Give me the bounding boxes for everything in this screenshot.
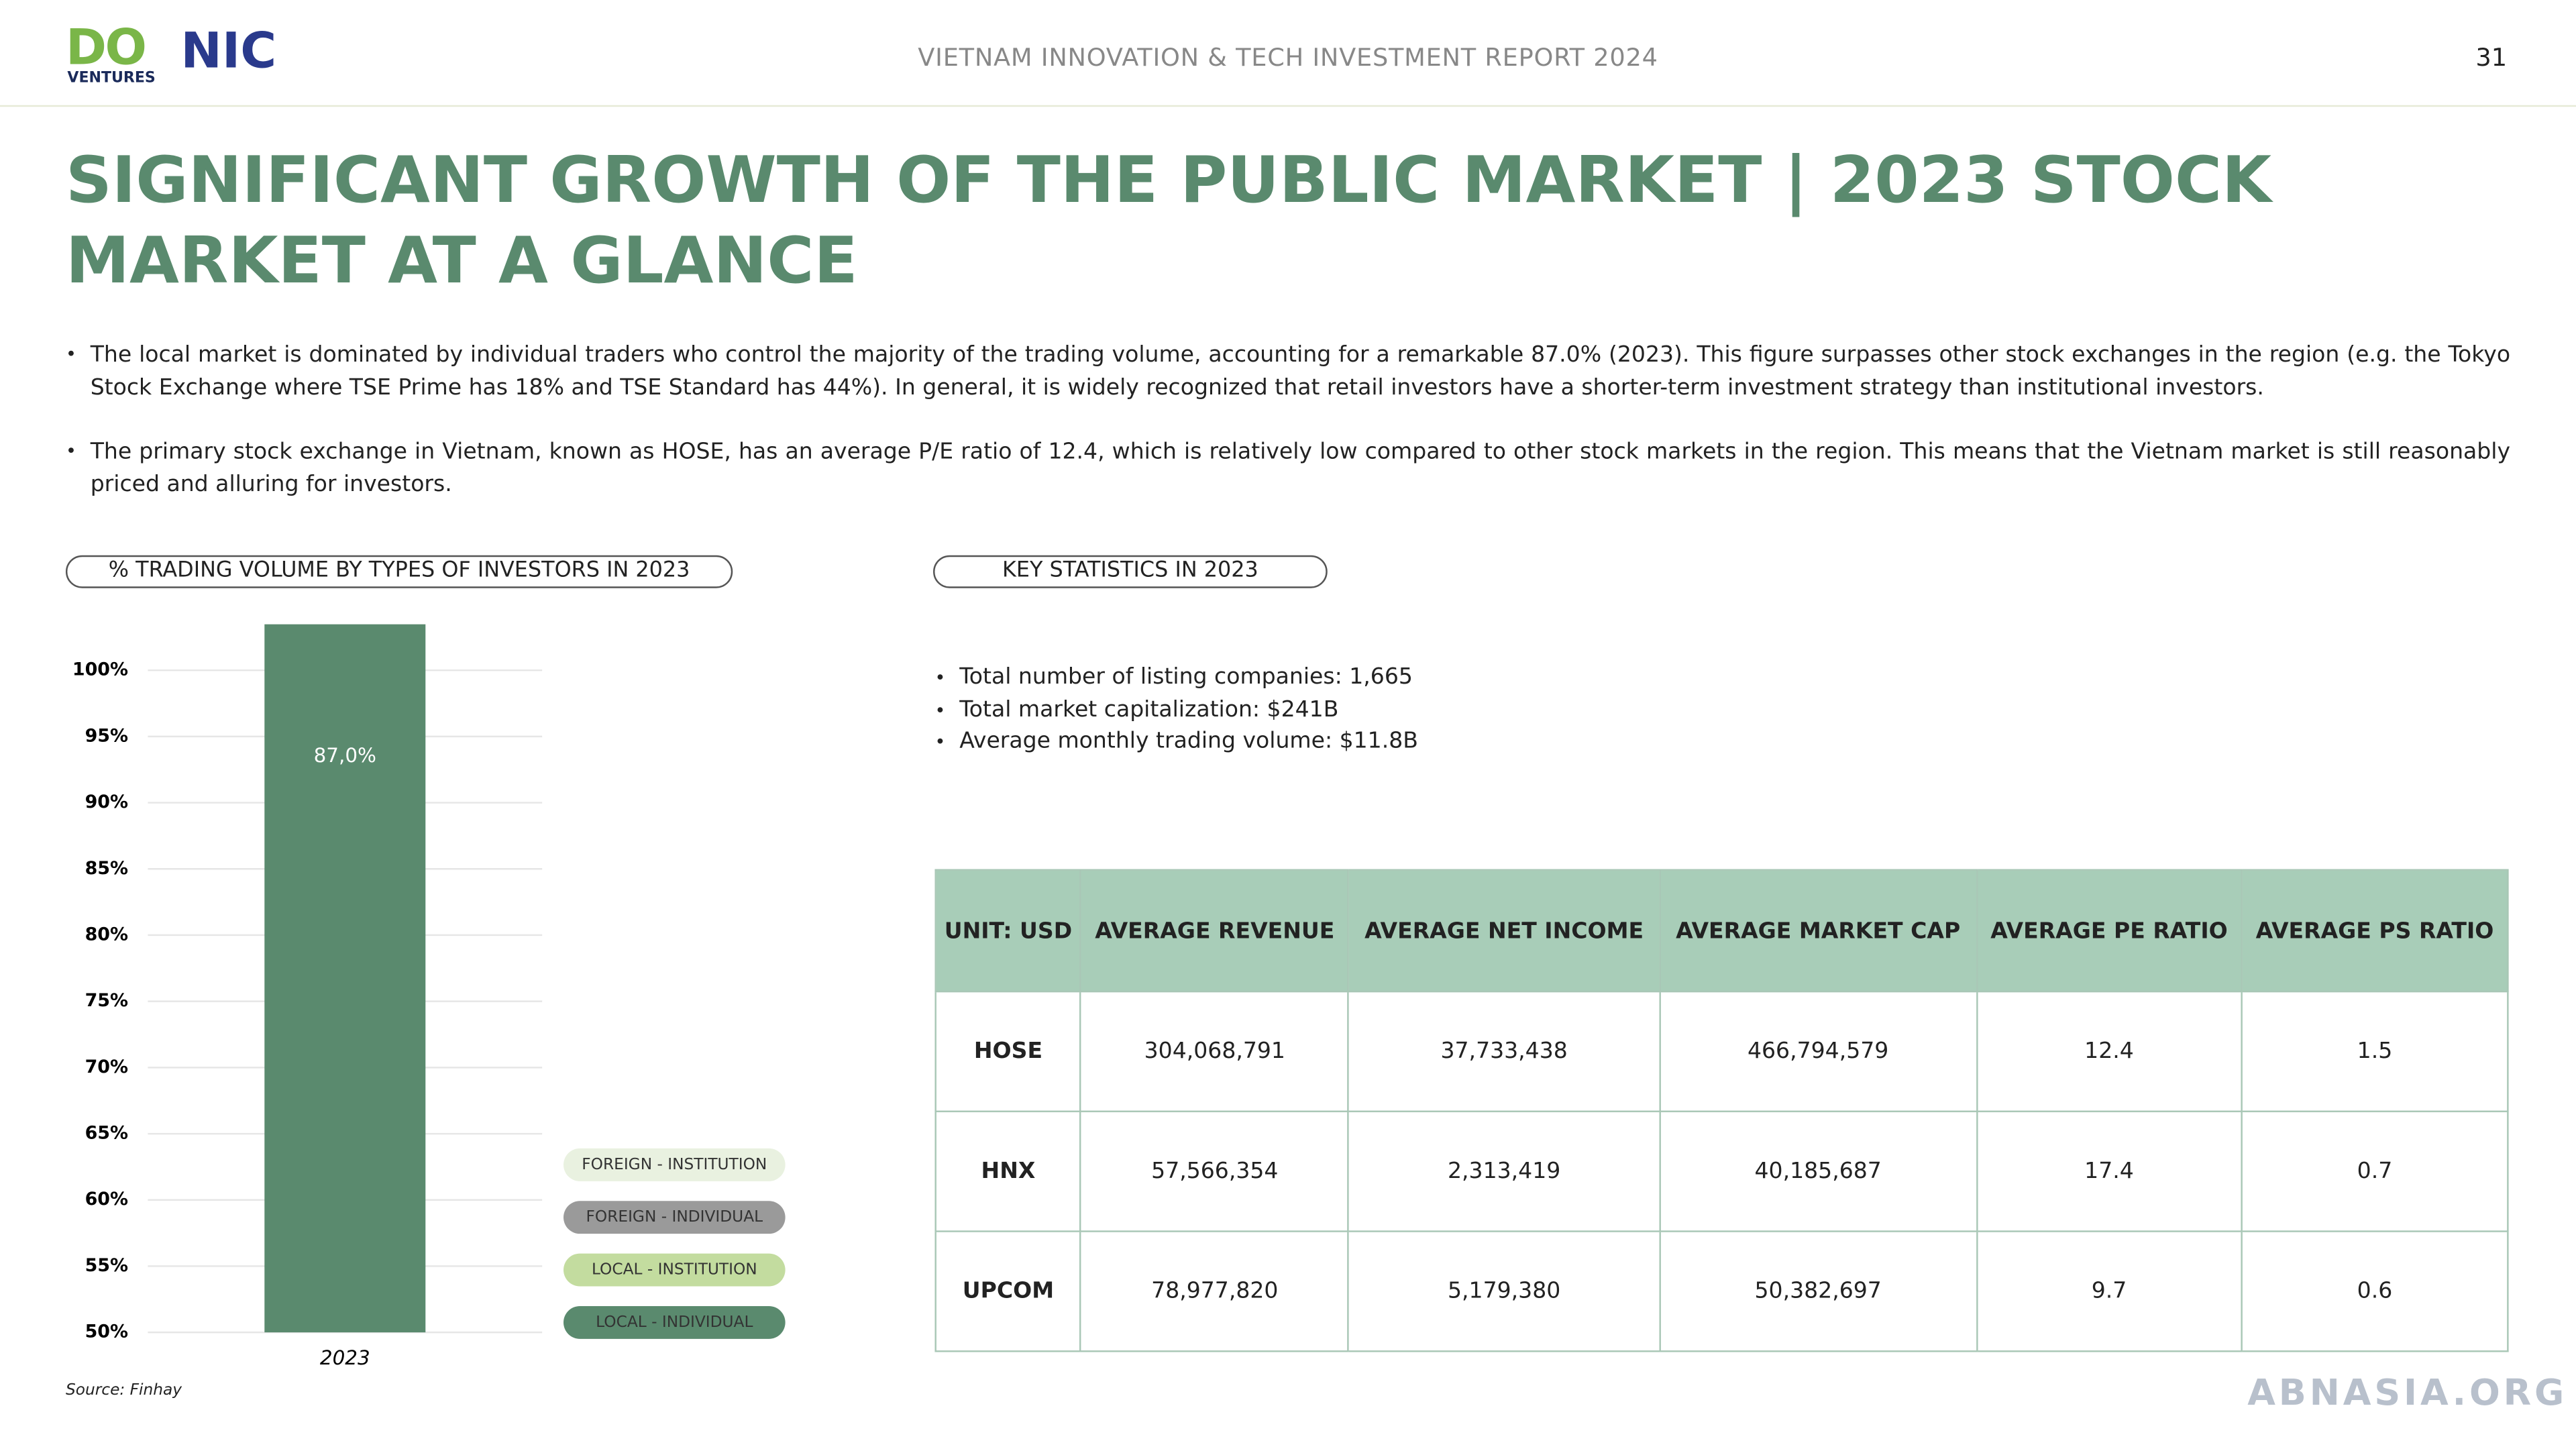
stat-item: Total market capitalization: $241B xyxy=(934,694,1417,727)
table-row: HOSE 304,068,791 37,733,438 466,794,579 12.4… xyxy=(934,990,2509,1112)
y-tick-label: 95% xyxy=(85,725,128,746)
y-tick-label: 65% xyxy=(85,1123,128,1144)
watermark: ABNASIA.ORG xyxy=(2247,1373,2568,1415)
page-title: SIGNIFICANT GROWTH OF THE PUBLIC MARKET … xyxy=(65,144,2272,299)
y-tick-label: 90% xyxy=(85,792,128,812)
cell: 5,179,380 xyxy=(1348,1230,1661,1352)
stat-item: Total number of listing companies: 1,665 xyxy=(934,662,1417,694)
y-tick-label: 85% xyxy=(85,858,128,879)
cell: 78,977,820 xyxy=(1080,1230,1350,1352)
chart-title: % TRADING VOLUME BY TYPES OF INVESTORS I… xyxy=(65,555,733,588)
bullet: The primary stock exchange in Vietnam, k… xyxy=(66,435,2510,501)
page-number: 31 xyxy=(2475,42,2508,72)
cell: 0.6 xyxy=(2241,1230,2509,1352)
y-tick-label: 75% xyxy=(85,990,128,1011)
x-tick-label: 2023 xyxy=(320,1346,370,1369)
cell: 57,566,354 xyxy=(1080,1110,1350,1232)
legend-label: FOREIGN - INDIVIDUAL xyxy=(586,1208,763,1226)
bullet-list: The local market is dominated by individ… xyxy=(66,338,2510,532)
y-tick-label: 100% xyxy=(72,659,128,680)
legend-label: LOCAL - INSTITUTION xyxy=(592,1260,757,1279)
chart: 50%55%60%65%70%75%80%85%90%95%100%87,0%6… xyxy=(72,624,786,1369)
header-row: UNIT: USD AVERAGE REVENUE AVERAGE NET INCO… xyxy=(934,869,2509,993)
legend-label: FOREIGN - INSTITUTION xyxy=(582,1155,767,1173)
row-header: HNX xyxy=(934,1110,1082,1232)
column-header: AVERAGE NET INCOME xyxy=(1348,869,1661,993)
cell: 50,382,697 xyxy=(1658,1230,1978,1352)
cell: 466,794,579 xyxy=(1658,990,1978,1112)
bar-segment xyxy=(264,624,426,1333)
legend-label: LOCAL - INDIVIDUAL xyxy=(596,1313,753,1331)
cell: 17.4 xyxy=(1976,1110,2243,1232)
stats-list: Total number of listing companies: 1,665… xyxy=(934,662,1417,759)
cell: 2,313,419 xyxy=(1348,1110,1661,1232)
cell: 0.7 xyxy=(2241,1110,2509,1232)
logo-sub: VENTURES xyxy=(67,70,156,87)
column-header: AVERAGE REVENUE xyxy=(1080,869,1350,993)
column-header: AVERAGE PE RATIO xyxy=(1976,869,2243,993)
table-row: UPCOM 78,977,820 5,179,380 50,382,697 9.7 0.6 xyxy=(934,1230,2509,1352)
cell: 1.5 xyxy=(2241,990,2509,1112)
stats-table: UNIT: USD AVERAGE REVENUE AVERAGE NET INCO… xyxy=(934,869,2509,1352)
legend-swatch xyxy=(564,1148,786,1181)
column-header: AVERAGE PS RATIO xyxy=(2241,869,2509,993)
cell: 40,185,687 xyxy=(1658,1110,1978,1232)
y-tick-label: 60% xyxy=(85,1189,128,1210)
bullet: The local market is dominated by individ… xyxy=(66,338,2510,404)
report-title: VIETNAM INNOVATION & TECH INVESTMENT REP… xyxy=(918,42,1658,72)
cell: 304,068,791 xyxy=(1080,990,1350,1112)
table-row: HNX 57,566,354 2,313,419 40,185,687 17.4 0.7 xyxy=(934,1110,2509,1232)
partner-logo: NIC xyxy=(180,23,277,81)
y-tick-label: 80% xyxy=(85,924,128,945)
y-tick-label: 70% xyxy=(85,1057,128,1077)
legend-swatch xyxy=(564,1253,786,1287)
cell: 12.4 xyxy=(1976,990,2243,1112)
row-header: UPCOM xyxy=(934,1230,1082,1352)
row-header: HOSE xyxy=(934,990,1082,1112)
legend-swatch xyxy=(564,1305,786,1339)
y-tick-label: 50% xyxy=(85,1322,128,1342)
value-label: 87,0% xyxy=(314,744,376,767)
stats-title: KEY STATISTICS IN 2023 xyxy=(933,555,1328,588)
y-tick-label: 55% xyxy=(85,1255,128,1276)
logo: DO xyxy=(65,19,147,78)
source: Source: Finhay xyxy=(65,1381,182,1400)
legend-swatch xyxy=(564,1201,786,1234)
cell: 37,733,438 xyxy=(1348,990,1661,1112)
column-header: AVERAGE MARKET CAP xyxy=(1658,869,1978,993)
header-rule xyxy=(0,105,2576,107)
column-header: UNIT: USD xyxy=(934,869,1082,993)
cell: 9.7 xyxy=(1976,1230,2243,1352)
stat-item: Average monthly trading volume: $11.8B xyxy=(934,727,1417,759)
